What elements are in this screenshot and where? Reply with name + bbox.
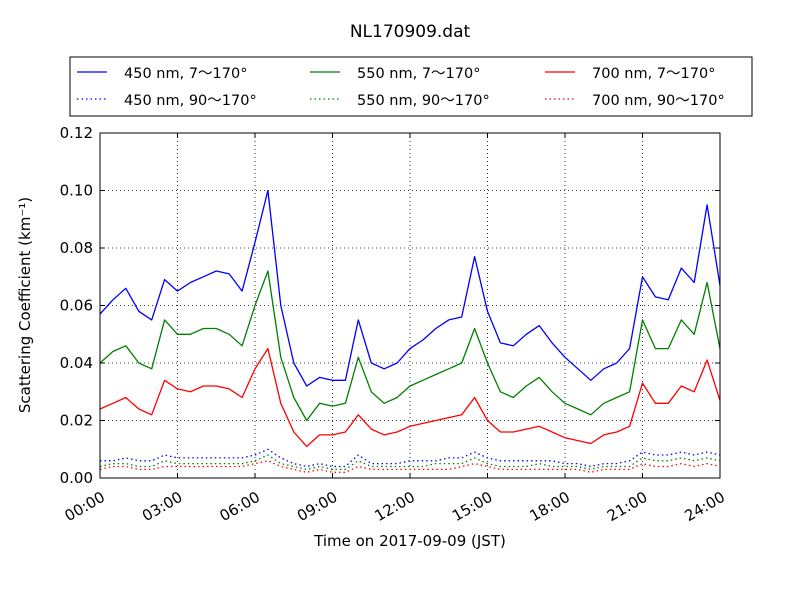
series-line-3 <box>99 454 721 471</box>
series-line-0 <box>99 189 721 387</box>
series-line-4 <box>99 347 721 448</box>
legend-label-2: 550 nm, 7～170° <box>357 66 480 82</box>
y-tick-label: 0.06 <box>60 297 93 315</box>
legend-box <box>69 56 753 117</box>
y-tick-label: 0.10 <box>60 182 93 200</box>
legend-label-0: 450 nm, 7～170° <box>124 66 247 82</box>
x-axis-label: Time on 2017-09-09 (JST) <box>313 532 506 550</box>
y-tick-label: 0.04 <box>60 354 93 372</box>
series-layer <box>99 189 721 473</box>
series-line-5 <box>99 460 721 473</box>
legend: 450 nm, 7～170° 450 nm, 90～170° 550 nm, 7～1… <box>69 56 753 117</box>
y-tick-label: 0.12 <box>60 124 93 142</box>
legend-label-5: 700 nm, 90～170° <box>592 93 725 109</box>
chart-title: NL170909.dat <box>350 22 471 42</box>
legend-label-3: 550 nm, 90～170° <box>357 93 490 109</box>
legend-label-1: 450 nm, 90～170° <box>124 93 257 109</box>
y-axis-label: Scattering Coefficient (km⁻¹) <box>16 197 34 413</box>
legend-label-4: 700 nm, 7～170° <box>592 66 715 82</box>
series-line-2 <box>99 270 721 422</box>
series-line-1 <box>100 448 721 468</box>
y-tick-label: 0.08 <box>60 239 93 257</box>
y-tick-label: 0.00 <box>60 469 93 487</box>
y-tick-label: 0.02 <box>60 412 93 430</box>
